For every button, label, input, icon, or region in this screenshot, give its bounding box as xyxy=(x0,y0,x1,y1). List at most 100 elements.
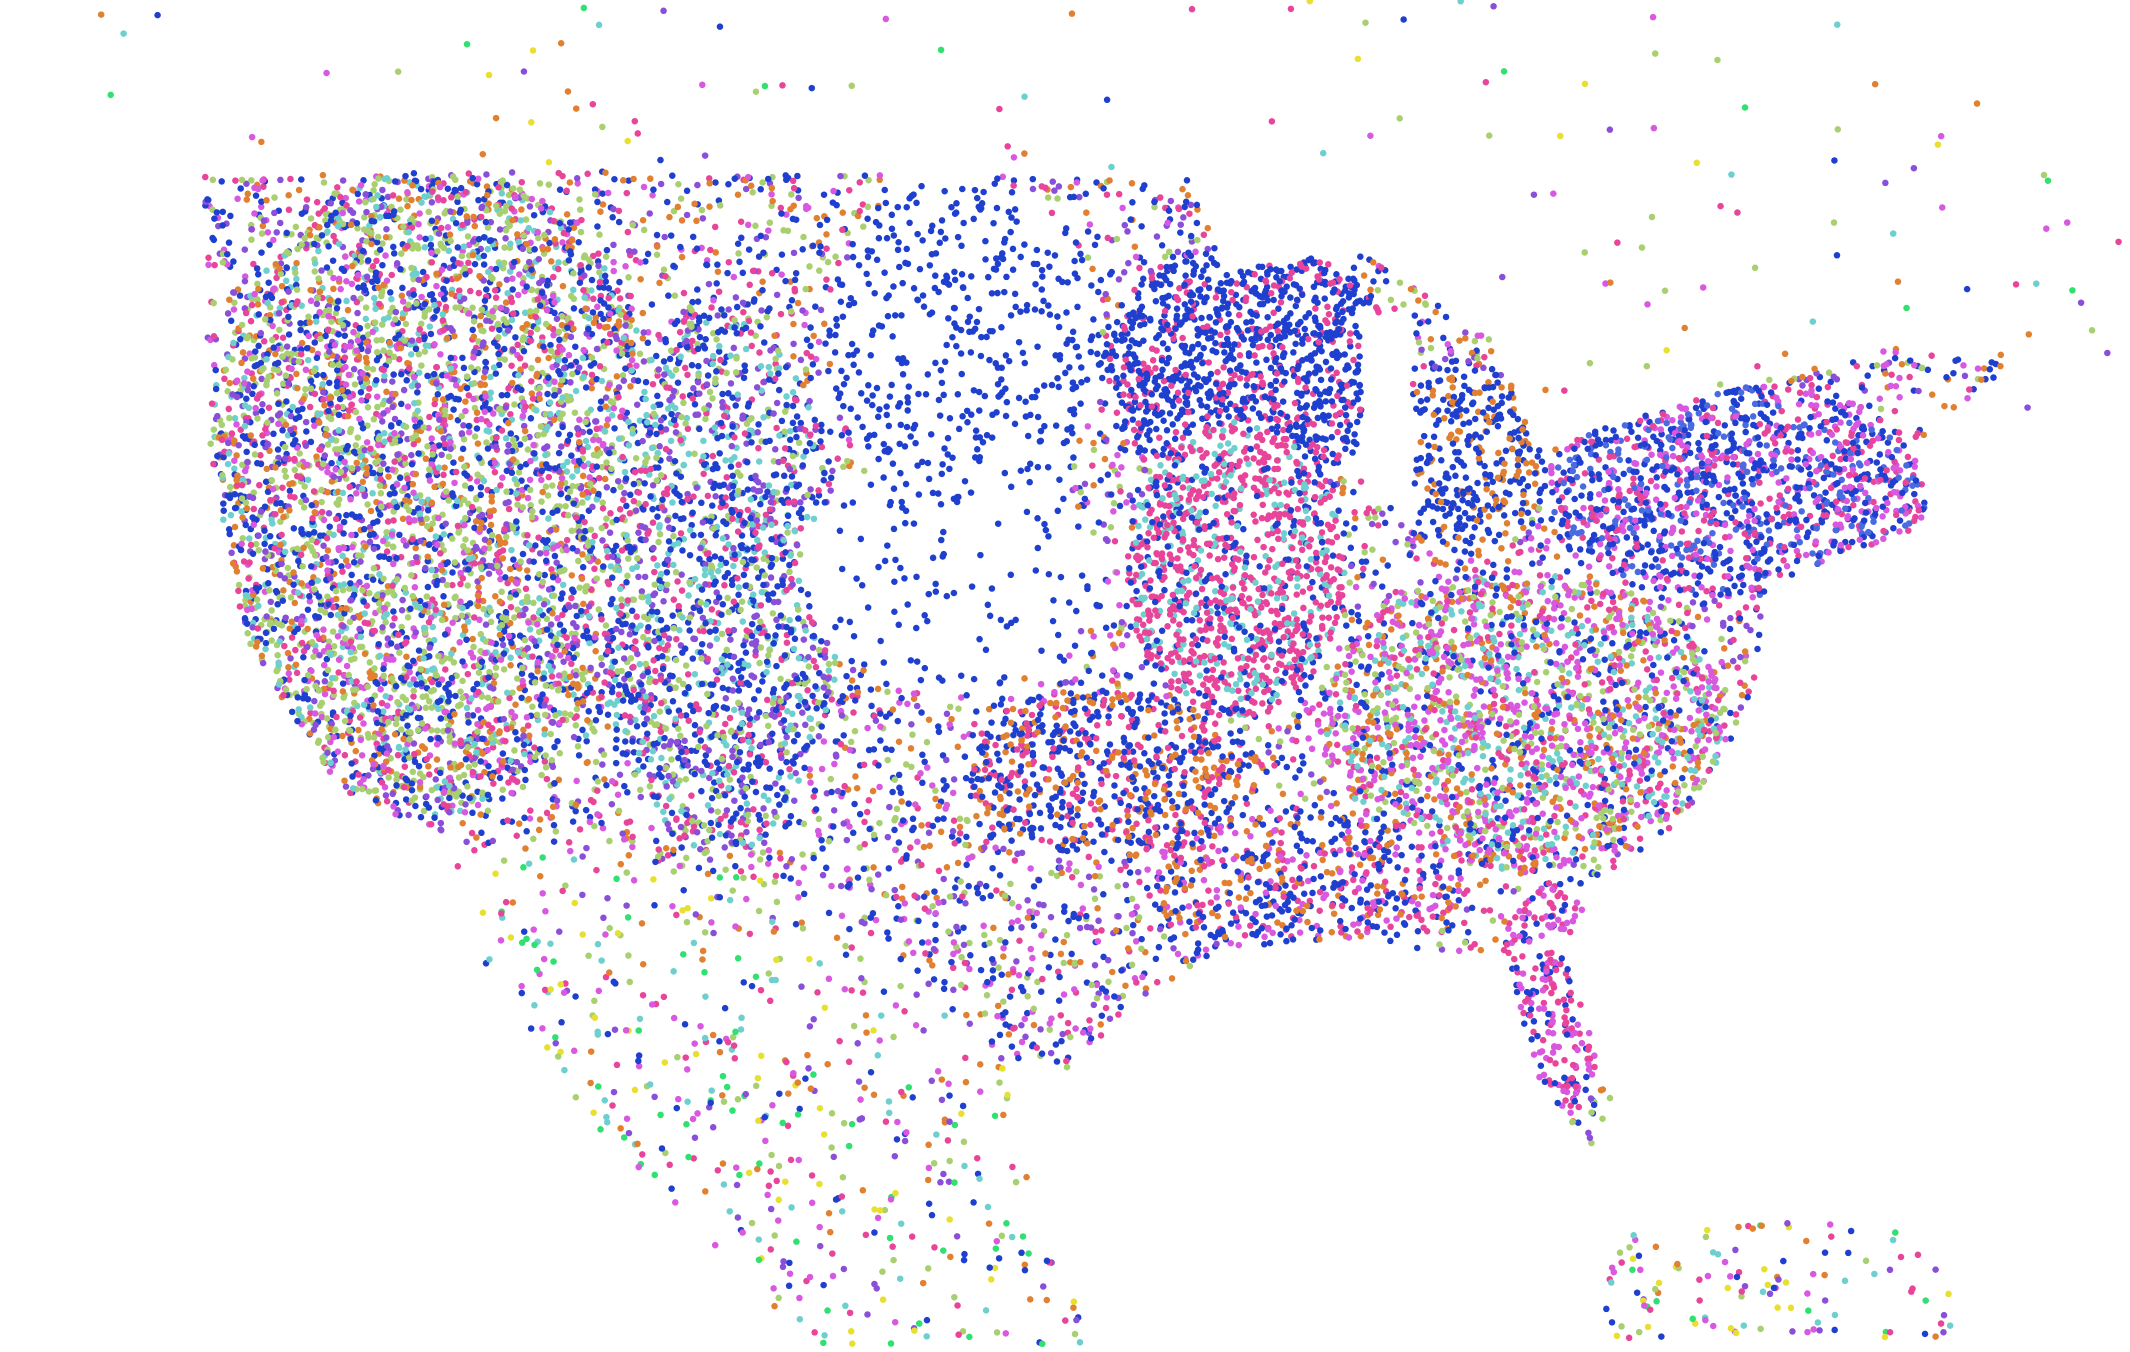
location-dot xyxy=(1161,710,1168,717)
location-dot xyxy=(1349,810,1357,817)
location-dot xyxy=(424,583,432,591)
location-dot xyxy=(1211,244,1218,252)
location-dot xyxy=(644,418,651,426)
location-dot xyxy=(1034,413,1042,421)
location-dot xyxy=(822,864,830,872)
location-dot xyxy=(1695,439,1702,447)
location-dot xyxy=(926,842,933,850)
location-dot xyxy=(547,730,554,738)
location-dot xyxy=(545,354,552,362)
location-dot xyxy=(958,242,965,250)
location-dot xyxy=(525,732,533,739)
location-dot xyxy=(905,800,912,807)
location-dot xyxy=(1243,800,1251,807)
location-dot xyxy=(1220,364,1227,371)
location-dot xyxy=(1157,263,1164,271)
location-dot xyxy=(1225,413,1232,420)
location-dot xyxy=(319,171,327,179)
location-dot xyxy=(1155,943,1163,951)
location-dot xyxy=(902,507,910,515)
location-dot xyxy=(572,993,579,1000)
location-dot xyxy=(344,306,352,314)
location-dot xyxy=(824,1307,831,1314)
location-dot xyxy=(640,226,648,234)
location-dot xyxy=(2069,287,2076,294)
location-dot xyxy=(899,371,907,378)
location-dot xyxy=(1048,381,1056,389)
location-dot xyxy=(792,375,800,382)
location-dot xyxy=(501,244,508,251)
location-dot xyxy=(1090,482,1097,489)
location-dot xyxy=(239,514,246,521)
location-dot xyxy=(637,622,644,629)
location-dot xyxy=(865,280,872,288)
location-dot xyxy=(1174,248,1182,256)
location-dot xyxy=(1138,490,1146,498)
location-dot xyxy=(963,861,970,869)
location-dot xyxy=(762,758,770,766)
location-dot xyxy=(1108,857,1115,865)
location-dot xyxy=(1756,420,1764,428)
location-dot xyxy=(1531,847,1539,854)
location-dot xyxy=(883,680,890,688)
location-dot xyxy=(1140,360,1147,367)
location-dot xyxy=(1334,311,1341,319)
location-dot xyxy=(1490,561,1497,569)
location-dot xyxy=(832,753,840,760)
location-dot xyxy=(904,700,911,708)
location-dot xyxy=(579,891,586,899)
location-dot xyxy=(1533,678,1541,686)
location-dot xyxy=(677,530,685,537)
location-dot xyxy=(572,343,579,350)
location-dot xyxy=(360,598,367,605)
location-dot xyxy=(644,250,652,258)
location-dot xyxy=(982,256,989,263)
location-dot xyxy=(1007,880,1014,888)
location-dot xyxy=(1319,149,1327,157)
location-dot xyxy=(859,201,867,208)
location-dot xyxy=(1344,427,1351,435)
location-dot xyxy=(1557,602,1564,609)
location-dot xyxy=(1172,428,1180,436)
location-dot xyxy=(989,824,996,831)
location-dot xyxy=(932,580,939,588)
location-dot xyxy=(683,1121,690,1128)
location-dot xyxy=(570,856,578,863)
location-dot xyxy=(522,845,529,852)
location-dot xyxy=(1545,1029,1552,1036)
location-dot xyxy=(1064,1019,1072,1027)
location-dot xyxy=(1369,546,1376,553)
location-dot xyxy=(910,285,918,292)
location-dot xyxy=(1103,994,1111,1001)
location-dot xyxy=(1105,323,1112,331)
location-dot xyxy=(619,830,626,837)
location-dot xyxy=(674,203,682,211)
location-dot xyxy=(289,403,296,411)
location-dot xyxy=(1539,810,1547,818)
location-dot xyxy=(792,269,800,277)
location-dot xyxy=(1465,357,1472,365)
location-dot xyxy=(1443,893,1450,901)
location-dot xyxy=(1256,865,1263,873)
location-dot xyxy=(388,271,396,279)
location-dot xyxy=(598,957,605,964)
location-dot xyxy=(1027,945,1035,953)
location-dot xyxy=(1353,418,1361,426)
location-dot xyxy=(748,632,756,640)
location-dot xyxy=(798,919,805,926)
location-dot xyxy=(1507,766,1514,773)
location-dot xyxy=(764,722,772,730)
location-dot xyxy=(1457,0,1464,5)
location-dot xyxy=(1297,696,1305,704)
location-dot xyxy=(739,618,747,625)
location-dot xyxy=(2012,281,2020,288)
location-dot xyxy=(1648,563,1656,570)
location-dot xyxy=(825,458,832,465)
location-dot xyxy=(1731,582,1738,590)
location-dot xyxy=(462,536,469,543)
location-dot xyxy=(334,184,341,191)
location-dot xyxy=(686,526,694,534)
location-dot xyxy=(852,773,859,780)
location-dot xyxy=(691,450,698,458)
location-dot xyxy=(277,176,284,184)
